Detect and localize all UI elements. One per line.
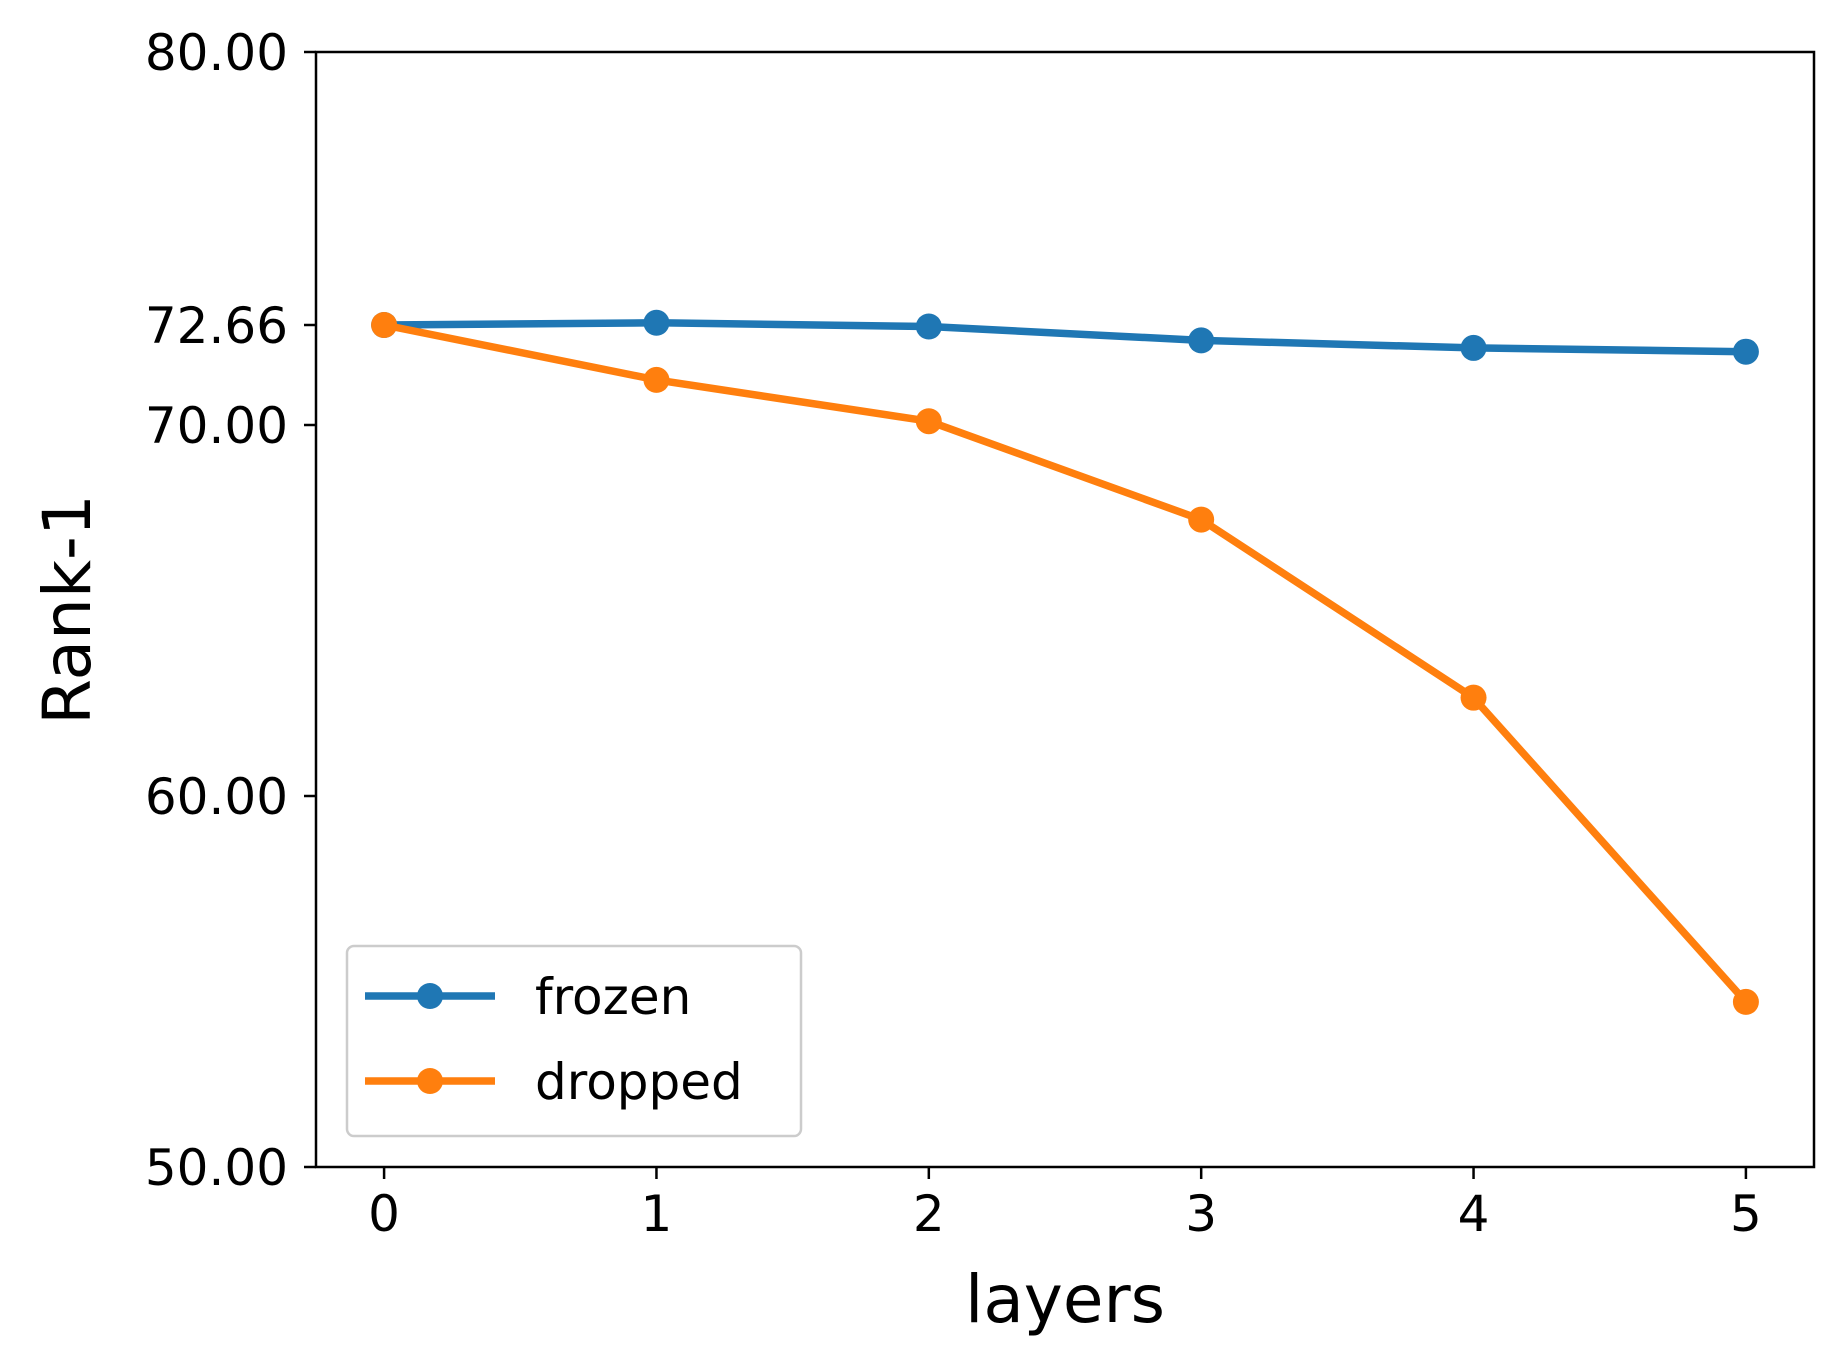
series-line-frozen [384,319,1746,356]
x-tick-label: 4 [1458,1185,1490,1243]
data-point-dropped [371,312,398,338]
y-tick-label: 70.00 [145,397,288,455]
data-point-frozen [1188,327,1215,354]
x-tick-label: 2 [913,1185,945,1243]
data-point-frozen [643,309,670,336]
data-point-frozen [915,313,942,340]
series-layer [371,309,1759,1015]
data-point-dropped [643,366,670,393]
x-tick-label: 5 [1730,1185,1762,1243]
series-dropped [371,312,1759,1015]
y-tick-label: 80.00 [145,24,288,82]
legend-marker-dropped [417,1068,443,1094]
y-tick-label: 50.00 [145,1139,288,1197]
data-point-frozen [1732,338,1759,365]
series-line-dropped [383,321,1749,1005]
legend-entry-dropped: dropped [365,1053,743,1111]
data-point-dropped [1732,988,1759,1015]
data-point-dropped [1188,506,1215,533]
y-axis-ticks: 50.00 60.00 70.00 72.66 80.00 [145,24,316,1197]
data-point-dropped [915,408,942,435]
x-axis-label: layers [965,1261,1165,1338]
x-tick-label: 1 [641,1185,673,1243]
legend-marker-frozen [417,983,443,1009]
legend-label-frozen: frozen [535,968,691,1026]
y-tick-label: 60.00 [145,768,288,826]
x-axis-ticks: 0 1 2 3 4 5 [368,1167,1762,1243]
y-tick-label: 72.66 [145,297,288,355]
data-point-dropped [1460,684,1487,711]
x-tick-label: 3 [1185,1185,1217,1243]
x-tick-label: 0 [368,1185,400,1243]
legend-entry-frozen: frozen [365,968,691,1026]
legend-label-dropped: dropped [535,1053,743,1111]
legend: frozen dropped [345,944,803,1138]
y-axis-label: Rank-1 [29,494,106,725]
plot-area-frame [314,50,1816,1169]
data-point-frozen [1460,334,1487,361]
